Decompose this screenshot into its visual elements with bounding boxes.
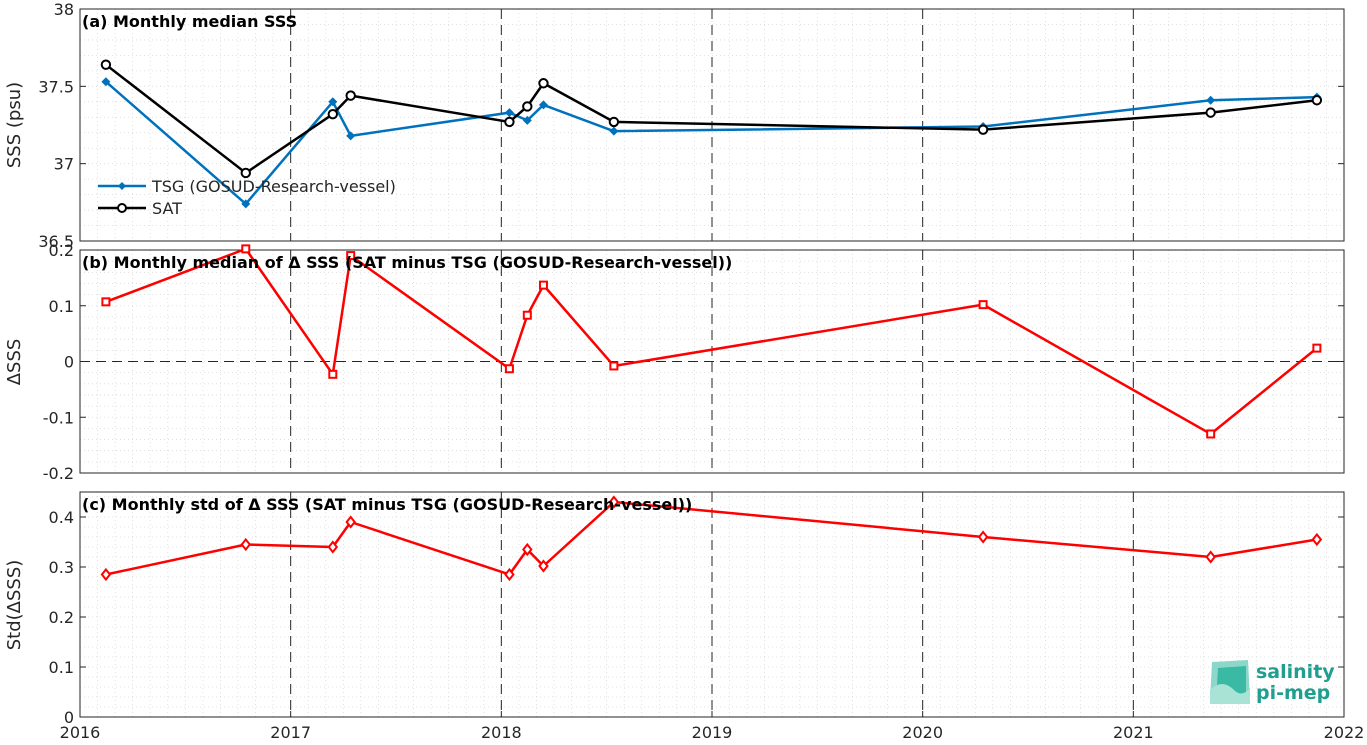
panel-a-y-ticks: 36.5 37 37.5 38	[38, 0, 1344, 251]
data-point-marker	[241, 199, 251, 209]
panel-a-legend: TSG (GOSUD-Research-vessel) SAT	[98, 177, 396, 218]
panel-b-year-lines	[290, 250, 1134, 473]
panel-c: 00.10.20.30.4 2016 2017 2018 2019 2020 2021 20…	[4, 491, 1365, 742]
data-point-marker	[1205, 107, 1216, 118]
data-point-marker	[328, 369, 338, 379]
y-tick-label: 36.5	[38, 232, 74, 251]
y-tick-label: 0.1	[49, 297, 74, 316]
panel-a-ylabel: SSS (psu)	[4, 82, 25, 168]
data-point-marker	[504, 364, 514, 374]
panel-b: -0.2 -0.1 0 0.1 0.2 (b) Monthly median of Δ …	[4, 241, 1345, 483]
data-point-marker	[346, 131, 356, 141]
panel-c-title: (c) Monthly std of Δ SSS (SAT minus TSG …	[82, 495, 692, 514]
data-point-marker	[609, 361, 619, 371]
data-point-marker	[977, 530, 989, 544]
panel-b-y-ticks: -0.2 -0.1 0 0.1 0.2	[43, 241, 1344, 483]
panel-a-year-lines	[290, 9, 1134, 241]
panel-b-series	[101, 244, 1322, 439]
data-point-marker	[1206, 95, 1216, 105]
panel-b-ylabel: ΔSSS	[4, 339, 25, 386]
y-tick-label: 37.5	[38, 77, 74, 96]
data-point-marker	[240, 167, 251, 179]
panel-c-ylabel: Std(ΔSSS)	[4, 560, 25, 651]
data-point-marker	[345, 515, 356, 529]
y-tick-label: -0.2	[43, 464, 74, 483]
y-tick-label: 37	[54, 155, 74, 174]
x-tick-label: 2016	[60, 723, 101, 742]
panel-b-title: (b) Monthly median of Δ SSS (SAT minus T…	[82, 253, 732, 272]
logo-wave-icon	[1210, 660, 1250, 704]
y-tick-label: 0.2	[49, 241, 74, 260]
data-point-marker	[504, 116, 515, 128]
x-tick-label: 2021	[1113, 723, 1154, 742]
data-point-marker	[608, 116, 620, 128]
data-point-marker	[538, 78, 549, 89]
panel-c-x-ticks: 2016 2017 2018 2019 2020 2021 2022	[60, 711, 1365, 742]
data-point-marker	[241, 244, 251, 254]
y-tick-label: 0	[64, 353, 74, 372]
data-point-marker	[327, 108, 338, 120]
legend-tsg-marker	[118, 182, 126, 190]
data-point-marker	[538, 100, 548, 110]
data-point-marker	[1311, 95, 1323, 106]
data-point-marker	[1311, 532, 1323, 547]
x-tick-label: 2022	[1324, 723, 1365, 742]
panel-c-series	[100, 495, 1323, 582]
y-tick-label: 0.4	[49, 508, 74, 527]
data-point-marker	[608, 495, 620, 509]
salinity-pi-mep-logo: salinity pi-mep	[1210, 660, 1335, 704]
series-line	[105, 247, 1318, 436]
data-point-marker	[977, 124, 989, 135]
data-point-marker	[327, 540, 339, 554]
data-point-marker	[100, 567, 112, 582]
x-tick-label: 2020	[902, 723, 943, 742]
legend-sat-label: SAT	[152, 199, 182, 218]
y-tick-label: -0.1	[43, 408, 74, 427]
panel-c-year-lines	[290, 492, 1134, 717]
legend-sat-marker	[117, 203, 127, 213]
y-tick-label: 0.3	[49, 558, 74, 577]
panel-a-title: (a) Monthly median SSS	[82, 12, 297, 31]
legend-tsg-label: TSG (GOSUD-Research-vessel)	[151, 177, 396, 196]
data-point-marker	[504, 567, 515, 582]
data-point-marker	[522, 101, 533, 112]
data-point-marker	[978, 300, 988, 310]
data-point-marker	[328, 97, 338, 107]
y-tick-label: 0	[64, 708, 74, 727]
data-point-marker	[1206, 429, 1216, 439]
y-tick-label: 0.2	[49, 608, 74, 627]
panel-c-y-ticks: 0 0.1 0.2 0.3 0.4	[49, 508, 1344, 727]
panel-a: 36.5 37 37.5 38 (a) Monthly median SSS SSS …	[4, 0, 1345, 251]
data-point-marker	[1205, 550, 1216, 564]
panel-a-series	[100, 59, 1323, 209]
data-point-marker	[538, 559, 549, 573]
data-point-marker	[346, 251, 356, 261]
data-point-marker	[101, 77, 111, 87]
y-tick-label: 0.1	[49, 658, 74, 677]
data-point-marker	[101, 297, 111, 307]
panel-a-frame	[79, 8, 1345, 242]
data-point-marker	[100, 59, 112, 70]
logo-line2: pi-mep	[1256, 682, 1330, 704]
data-point-marker	[240, 537, 252, 552]
y-tick-label: 38	[54, 0, 74, 19]
data-point-marker	[522, 542, 533, 557]
data-point-marker	[522, 115, 532, 125]
x-tick-label: 2018	[481, 723, 522, 742]
data-point-marker	[504, 108, 514, 118]
data-point-marker	[609, 126, 619, 136]
data-point-marker	[1312, 343, 1322, 353]
logo-line1: salinity	[1256, 661, 1335, 683]
x-tick-label: 2017	[270, 723, 311, 742]
x-tick-label: 2019	[692, 723, 733, 742]
data-point-marker	[538, 280, 548, 290]
data-point-marker	[345, 90, 356, 101]
data-point-marker	[522, 310, 532, 320]
